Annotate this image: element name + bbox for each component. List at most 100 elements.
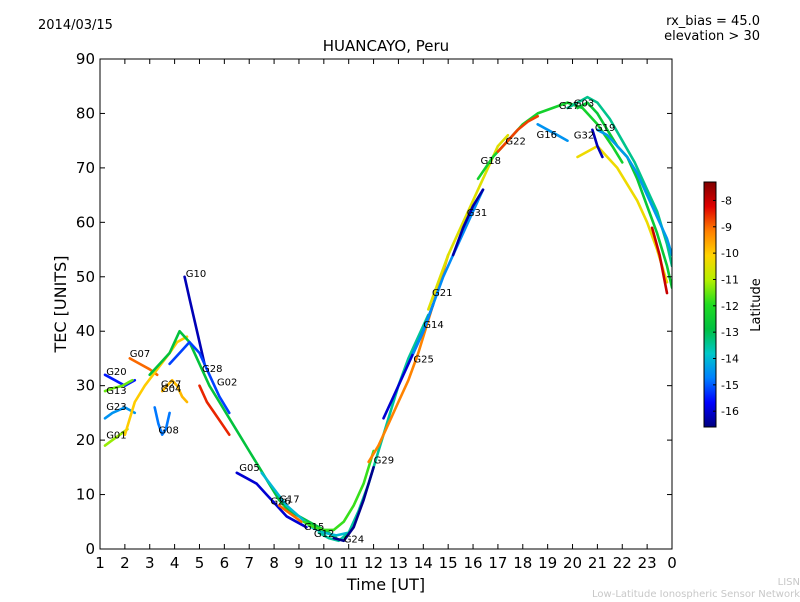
colorbar-tick-label: -9	[721, 221, 732, 234]
series-G19	[596, 128, 672, 257]
x-tick-label: 11	[339, 554, 358, 572]
series-G01	[103, 427, 129, 447]
colorbar-tick-label: -12	[721, 300, 739, 313]
satellite-label: G26	[270, 496, 290, 507]
credit-long: Low-Latitude Ionospheric Sensor Network	[592, 589, 800, 600]
satellite-label: G14	[423, 320, 443, 331]
satellite-label: G19	[595, 123, 615, 134]
colorbar-tick-label: -13	[721, 326, 739, 339]
series-G14	[412, 188, 485, 355]
rx-bias-label: rx_bias = 45.0	[666, 14, 760, 29]
satellite-label: G01	[106, 431, 126, 442]
satellite-label: G17	[279, 495, 299, 506]
series-G04	[160, 378, 189, 404]
y-tick-label: 70	[76, 159, 95, 177]
x-tick-label: 23	[638, 554, 657, 572]
satellite-label: G27	[161, 379, 181, 390]
series-G24	[332, 465, 375, 543]
x-axis-label: Time [UT]	[346, 575, 425, 594]
satellite-label: G27	[559, 101, 579, 112]
satellite-label: G25	[413, 354, 433, 365]
series-G24a	[123, 335, 189, 437]
series-G02	[198, 384, 231, 437]
x-tick-label: 18	[513, 554, 532, 572]
colorbar-label: Latitude	[749, 278, 764, 332]
colorbar-tick-label: -16	[721, 405, 739, 418]
satellite-label: G24	[344, 535, 364, 546]
y-tick-label: 20	[76, 431, 95, 449]
satellite-label: G23	[106, 402, 126, 413]
series-G28	[168, 340, 231, 415]
date-label: 2014/03/15	[38, 18, 113, 33]
plot-frame	[99, 58, 673, 550]
y-tick-label: 50	[76, 268, 95, 286]
x-tick-label: 15	[439, 554, 458, 572]
y-tick-label: 60	[76, 213, 95, 231]
satellite-label: G07	[130, 349, 150, 360]
y-tick-label: 80	[76, 104, 95, 122]
x-tick-label: 17	[488, 554, 507, 572]
x-tick-label: 19	[538, 554, 557, 572]
satellite-label: G08	[158, 426, 178, 437]
satellite-label: G12	[314, 529, 334, 540]
series-G12	[317, 313, 430, 543]
series-G16	[536, 123, 569, 142]
satellite-label: G22	[505, 137, 525, 148]
series-G10	[183, 275, 206, 366]
label-layer: G20G07G13G23G01G27G04G08G10G28G02G05G26G…	[106, 98, 615, 545]
colorbar-ticks: -8 -9 -10 -11 -12 -13 -14 -15 -16	[713, 194, 739, 418]
x-tick-label: 4	[170, 554, 180, 572]
series-G05	[235, 471, 308, 529]
satellite-label: G05	[239, 463, 259, 474]
x-axis: 1 2 3 4 5 6 7 8 9 10 11 12 13 14 15 16 17 18 19 20 21 22 23 0	[95, 59, 677, 572]
y-axis: 0 10 20 30 40 50 60 70 80 90	[76, 50, 672, 558]
colorbar-tick-label: -11	[721, 273, 739, 286]
satellite-label: G10	[186, 269, 206, 280]
x-tick-label: 14	[414, 554, 433, 572]
colorbar-tick-label: -10	[721, 247, 739, 260]
x-tick-label: 3	[145, 554, 155, 572]
satellite-label: G28	[202, 364, 222, 375]
credit-short: LISN	[777, 577, 800, 588]
series-G31	[451, 188, 485, 257]
x-tick-label: 10	[314, 554, 333, 572]
y-axis-label: TEC [UNITS]	[51, 256, 70, 354]
colorbar	[703, 181, 717, 428]
x-tick-label: 5	[195, 554, 205, 572]
series-G32b	[650, 226, 669, 295]
satellite-label: G31	[467, 208, 487, 219]
y-tick-label: 30	[76, 377, 95, 395]
series-G13	[103, 378, 134, 393]
chart-title: HUANCAYO, Peru	[322, 37, 450, 55]
series-G23	[103, 406, 137, 420]
x-tick-label: 13	[389, 554, 408, 572]
x-tick-label: 16	[463, 554, 482, 572]
series-G32	[576, 144, 669, 284]
x-tick-label: 12	[364, 554, 383, 572]
satellite-label: G20	[106, 367, 126, 378]
x-tick-label: 21	[588, 554, 607, 572]
satellite-label: G32	[574, 131, 594, 142]
x-tick-label: 2	[120, 554, 130, 572]
x-tick-label: 6	[220, 554, 230, 572]
series-layer	[103, 95, 672, 543]
x-tick-label: 9	[294, 554, 304, 572]
x-tick-label: 0	[667, 554, 677, 572]
elevation-label: elevation > 30	[664, 29, 760, 44]
y-tick-label: 0	[85, 540, 95, 558]
colorbar-tick-label: -8	[721, 194, 732, 207]
x-tick-label: 22	[613, 554, 632, 572]
satellite-label: G13	[106, 386, 126, 397]
series-G17	[277, 504, 303, 524]
series-G22	[496, 114, 540, 153]
satellite-label: G04	[161, 384, 181, 395]
x-tick-label: 7	[244, 554, 254, 572]
satellite-label: G29	[374, 456, 394, 467]
y-tick-label: 10	[76, 486, 95, 504]
x-tick-label: 20	[563, 554, 582, 572]
satellite-label: G16	[537, 130, 557, 141]
colorbar-tick-label: -15	[721, 379, 739, 392]
y-tick-label: 40	[76, 322, 95, 340]
satellite-label: G21	[432, 288, 452, 299]
